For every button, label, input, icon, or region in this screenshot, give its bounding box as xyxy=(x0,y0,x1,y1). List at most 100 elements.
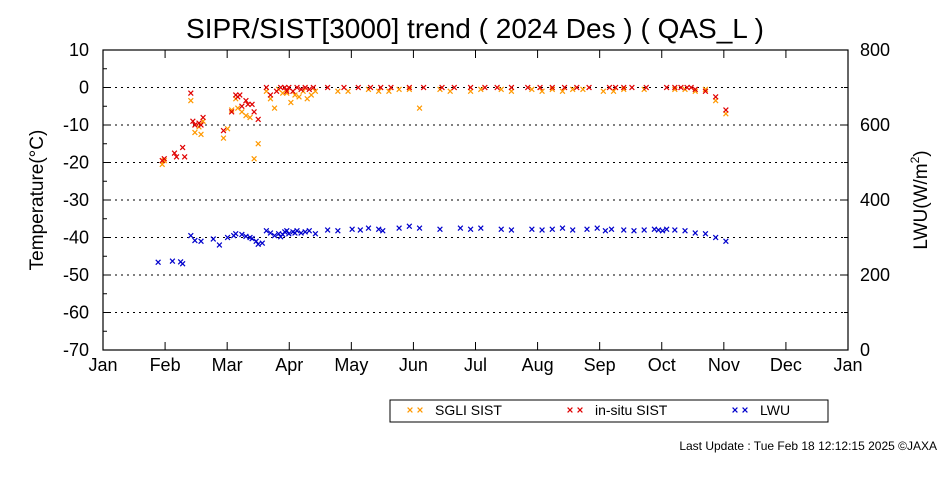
data-point-lwu xyxy=(169,258,176,264)
data-point-sgli xyxy=(620,86,627,93)
y-tick-label: 0 xyxy=(79,78,89,98)
data-point-lwu xyxy=(216,242,223,248)
data-point-lwu xyxy=(249,235,255,242)
data-point-insitu xyxy=(324,84,331,91)
data-point-sgli xyxy=(559,88,566,95)
data-point-lwu xyxy=(179,260,186,267)
data-point-sgli xyxy=(283,90,290,96)
data-point-sgli xyxy=(406,86,413,93)
data-point-lwu xyxy=(239,231,245,238)
data-point-insitu xyxy=(451,84,458,91)
data-point-insitu xyxy=(549,84,556,91)
data-point-insitu xyxy=(420,84,427,91)
data-point-insitu xyxy=(508,84,515,91)
data-point-sgli xyxy=(529,86,535,93)
data-point-lwu xyxy=(663,226,670,233)
data-point-insitu xyxy=(663,84,670,91)
data-point-sgli xyxy=(192,129,198,136)
data-point-sgli xyxy=(580,86,586,93)
data-point-lwu xyxy=(712,234,719,241)
data-point-lwu xyxy=(210,236,217,242)
y-tick-label: -60 xyxy=(63,303,89,323)
data-point-insitu xyxy=(629,84,635,91)
data-point-insitu xyxy=(723,107,729,113)
data-point-lwu xyxy=(457,225,464,231)
data-point-lwu xyxy=(584,226,590,233)
data-point-insitu xyxy=(524,84,531,91)
data-point-lwu xyxy=(224,234,231,241)
series-lwu xyxy=(155,223,729,267)
data-point-lwu xyxy=(671,227,678,233)
data-point-lwu xyxy=(659,227,666,234)
x-tick-label: Jul xyxy=(464,355,487,375)
data-point-insitu xyxy=(671,84,678,91)
data-point-insitu xyxy=(310,84,317,91)
last-update-footer: Last Update : Tue Feb 18 12:12:15 2025 ©… xyxy=(679,439,937,453)
data-point-insitu xyxy=(643,84,650,91)
data-point-insitu xyxy=(187,90,194,96)
data-point-insitu xyxy=(367,84,374,91)
data-point-sgli xyxy=(312,88,319,95)
x-tick-label: Jun xyxy=(399,355,428,375)
data-point-lwu xyxy=(529,226,535,233)
data-point-insitu xyxy=(298,86,304,93)
data-point-sgli xyxy=(255,140,262,147)
data-point-insitu xyxy=(181,154,188,160)
y-tick-label: -50 xyxy=(63,265,89,285)
legend-marker-sgli xyxy=(417,407,423,413)
data-point-insitu xyxy=(306,86,313,93)
y2-tick-label: 400 xyxy=(860,190,890,210)
data-point-sgli xyxy=(671,86,678,93)
legend-marker-sgli xyxy=(407,407,413,413)
data-point-insitu xyxy=(161,155,168,162)
data-point-sgli xyxy=(247,114,253,121)
data-point-lwu xyxy=(232,230,239,237)
data-point-lwu xyxy=(655,227,662,233)
data-point-insitu xyxy=(200,114,206,121)
y-tick-label: -70 xyxy=(63,340,89,360)
data-point-sgli xyxy=(228,107,235,113)
data-point-lwu xyxy=(286,230,292,237)
x-tick-label: Nov xyxy=(708,355,740,375)
data-point-insitu xyxy=(173,154,180,160)
data-point-lwu xyxy=(253,238,259,245)
data-point-lwu xyxy=(651,226,658,233)
data-point-lwu xyxy=(271,232,278,239)
data-point-lwu xyxy=(283,227,290,234)
data-point-insitu xyxy=(494,84,500,91)
y2-label-sup: 2 xyxy=(908,156,922,163)
data-point-insitu xyxy=(606,84,613,91)
data-point-insitu xyxy=(302,84,309,91)
data-point-sgli xyxy=(187,97,194,104)
data-point-insitu xyxy=(198,122,204,128)
series-insitu xyxy=(159,84,729,164)
y2-axis-label: LWU(W/m2) xyxy=(908,150,932,249)
data-point-sgli xyxy=(396,86,402,93)
data-point-lwu xyxy=(312,230,319,237)
data-point-lwu xyxy=(259,240,266,246)
data-point-lwu xyxy=(335,227,341,234)
data-point-lwu xyxy=(155,259,161,266)
data-point-lwu xyxy=(406,223,413,230)
data-point-insitu xyxy=(439,84,445,91)
data-point-lwu xyxy=(508,227,515,233)
data-point-insitu xyxy=(228,109,235,115)
data-point-insitu xyxy=(245,101,251,108)
data-point-lwu xyxy=(187,232,194,239)
data-point-lwu xyxy=(357,227,364,233)
data-point-insitu xyxy=(692,86,699,93)
data-point-sgli xyxy=(477,86,484,93)
data-point-lwu xyxy=(692,230,699,236)
data-point-sgli xyxy=(539,88,545,95)
legend-marker-insitu xyxy=(577,407,583,413)
data-point-insitu xyxy=(220,127,227,134)
data-point-lwu xyxy=(306,227,313,234)
data-point-lwu xyxy=(324,227,331,233)
data-point-sgli xyxy=(569,86,576,93)
legend-marker-insitu xyxy=(567,407,573,413)
data-point-sgli xyxy=(498,86,505,93)
data-point-lwu xyxy=(602,227,609,234)
x-tick-label: Feb xyxy=(150,355,181,375)
data-point-lwu xyxy=(263,227,270,234)
